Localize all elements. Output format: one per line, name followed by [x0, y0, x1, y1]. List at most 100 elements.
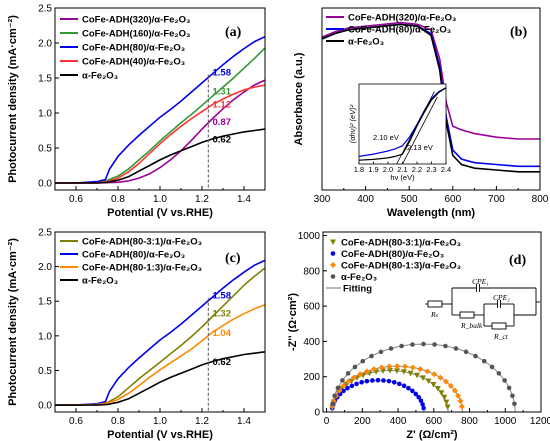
data-point	[369, 353, 374, 359]
data-point	[381, 378, 386, 383]
series-line	[55, 351, 266, 406]
y-axis-label: -Z'' (Ω·cm²)	[287, 293, 299, 351]
data-point	[350, 374, 357, 381]
data-label: 1.58	[213, 67, 232, 78]
data-label: 1.12	[213, 100, 232, 111]
x-tick-label: 200	[354, 416, 371, 427]
inset-series-line	[358, 87, 447, 161]
x-tick-label: 0.8	[111, 194, 125, 205]
legend-d-label: CoFe-ADH(80-1:3)/α-Fe₂O₃	[341, 261, 461, 272]
inset-series-line	[358, 87, 447, 157]
panel-label: (b)	[510, 25, 527, 40]
data-point	[401, 383, 407, 389]
data-point	[330, 262, 336, 268]
data-point	[443, 343, 448, 349]
y-tick-label: 0.0	[38, 401, 52, 412]
y-tick-label: 2.5	[38, 4, 52, 15]
series-line	[55, 47, 266, 184]
equivalent-circuit: CPE₁ CPE₂ Rₛ R_bulk R_ct	[425, 277, 540, 341]
data-point	[345, 378, 352, 385]
data-point	[354, 381, 359, 387]
legend-a-label: α-Fe₂O₃	[82, 71, 118, 82]
data-point	[400, 369, 407, 375]
series-line	[55, 128, 266, 184]
data-point	[349, 383, 355, 389]
inset-x-tick-label: 1.8	[354, 165, 364, 174]
circuit-label: CPE₁	[472, 277, 489, 286]
data-label: 1.58	[213, 291, 232, 302]
legend-fitting-label: Fitting	[343, 284, 372, 295]
data-point	[402, 363, 409, 370]
inset-annotation: 2.13 eV	[407, 143, 433, 152]
legend-a-label: CoFe-ADH(320)/α-Fe₂O₃	[82, 15, 190, 26]
data-point	[418, 398, 424, 404]
series-line	[321, 21, 540, 140]
data-point	[442, 378, 449, 385]
data-point	[378, 364, 385, 371]
x-tick-label: 600	[444, 194, 461, 205]
data-point	[437, 374, 444, 381]
y-tick-label: 200	[303, 372, 320, 383]
data-point	[453, 346, 459, 351]
series-line	[321, 23, 540, 173]
panel-label: (a)	[225, 25, 242, 40]
series-line	[55, 259, 266, 406]
x-tick-label: 800	[461, 416, 478, 427]
data-point	[413, 391, 419, 397]
data-point	[391, 379, 397, 385]
data-point	[430, 381, 437, 388]
data-point	[489, 364, 495, 370]
inset-x-tick-label: 2.0	[383, 165, 393, 174]
y-tick-label: 0.5	[38, 144, 52, 155]
data-point	[407, 370, 414, 377]
x-tick-label: 1.4	[237, 416, 251, 427]
legend-d-label: CoFe-ADH(80-3:1)/α-Fe₂O₃	[341, 238, 461, 249]
x-tick-label: 0.8	[111, 416, 125, 427]
series-line	[55, 35, 266, 184]
x-tick-label: 400	[390, 416, 407, 427]
x-tick-label: 1.2	[195, 194, 209, 205]
data-point	[330, 401, 335, 407]
data-point	[502, 378, 507, 383]
legend-a-label: CoFe-ADH(80)/α-Fe₂O₃	[82, 43, 185, 54]
data-point	[455, 392, 462, 399]
x-tick-label: 300	[314, 194, 331, 205]
data-label: 0.62	[213, 135, 232, 146]
data-point	[413, 372, 420, 379]
inset-tangent	[402, 96, 438, 165]
inset-x-tick-label: 2.1	[397, 165, 407, 174]
inset-x-tick-label: 2.4	[441, 165, 451, 174]
series-line	[55, 303, 266, 406]
y-axis-label: Absorbance (a.u.)	[293, 52, 305, 145]
data-point	[425, 378, 432, 384]
data-point	[394, 363, 401, 370]
circuit-label: R_ct	[493, 332, 509, 341]
x-axis-label: Potential (V vs.RHE)	[107, 429, 213, 441]
data-point	[447, 382, 454, 389]
x-tick-label: 0.6	[69, 194, 83, 205]
data-point	[420, 402, 425, 407]
y-tick-label: 2.0	[38, 39, 52, 50]
data-point	[387, 368, 394, 374]
legend-b-label: CoFe-ADH(80)/α-Fe₂O₃	[348, 25, 451, 36]
data-point	[417, 366, 424, 373]
data-point	[438, 390, 445, 396]
fitting-line	[331, 369, 449, 413]
data-point	[352, 364, 358, 370]
data-point	[496, 371, 502, 376]
data-label: 0.62	[213, 357, 232, 368]
legend-b-label: CoFe-ADH(320)/α-Fe₂O₃	[348, 13, 456, 24]
inset-x-tick-label: 1.9	[368, 165, 378, 174]
y-axis-label: Photocurrent density (mA·cm⁻²)	[7, 238, 19, 406]
y-tick-label: 0.0	[38, 179, 52, 190]
data-point	[451, 387, 458, 394]
data-label: 1.32	[213, 309, 232, 320]
data-point	[512, 401, 517, 407]
data-point	[457, 398, 464, 405]
data-point	[363, 368, 370, 375]
x-tick-label: 700	[488, 194, 505, 205]
inset-x-tick-label: 2.3	[426, 165, 436, 174]
data-point	[410, 388, 415, 394]
legend-d-label: α-Fe₂O₃	[341, 272, 377, 283]
y-tick-label: 800	[303, 266, 320, 277]
